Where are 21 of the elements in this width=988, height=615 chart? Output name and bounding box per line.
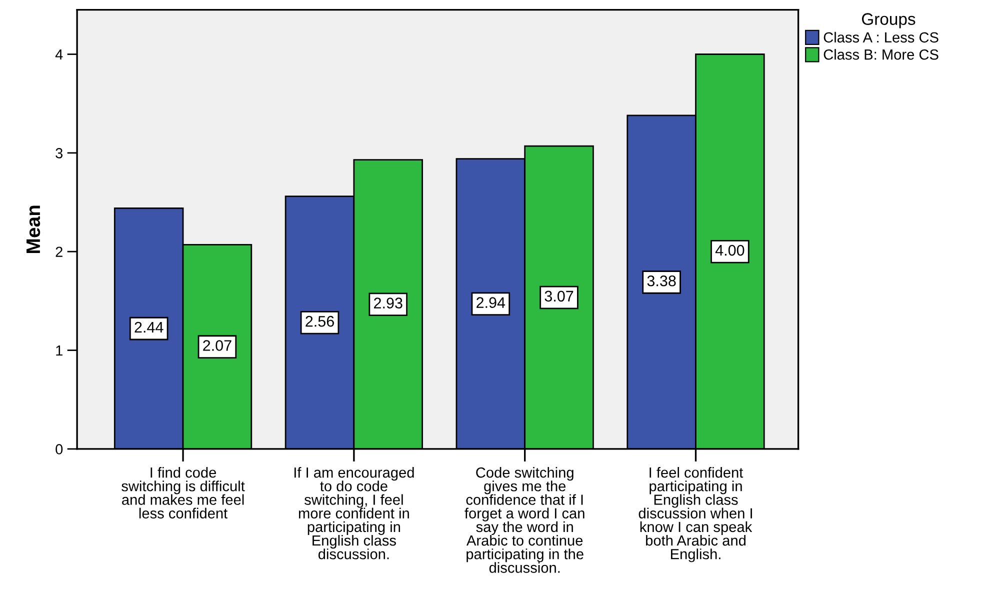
y-tick-label: 0 [56, 444, 63, 454]
y-tick-label: 2 [56, 246, 62, 257]
data-label: 2.07 [203, 340, 232, 351]
legend-label: Class A : Less CS [824, 32, 938, 43]
x-tick-label: I feel confident participating in English class discussion when I know I can speak both Arabic and English. [638, 467, 752, 562]
data-label: 2.93 [374, 298, 402, 308]
y-tick-label: 3 [56, 148, 63, 158]
y-axis-title: Mean [26, 206, 40, 253]
x-tick-label: I find code switching is difficult and makes me feel less confident [122, 467, 245, 518]
x-tick-label: If I am encouraged to do code switching, I feel more confident in participating in English class discussion. [294, 467, 414, 560]
legend-label: Class B: More CS [824, 49, 938, 60]
legend-title: Groups [862, 13, 916, 28]
data-label: 4.00 [715, 244, 744, 256]
x-tick-label: Code switching gives me the confidence that if I forget a word I can say the word in Arabic to continue participating in the discussion. [464, 467, 584, 573]
y-tick-label: 1 [56, 346, 62, 356]
data-label: 3.38 [647, 275, 676, 286]
data-label: 2.44 [134, 322, 164, 333]
y-tick-label: 4 [55, 49, 63, 60]
data-label: 2.56 [306, 316, 334, 327]
data-label: 2.94 [476, 297, 506, 308]
data-label: 3.07 [544, 290, 574, 302]
